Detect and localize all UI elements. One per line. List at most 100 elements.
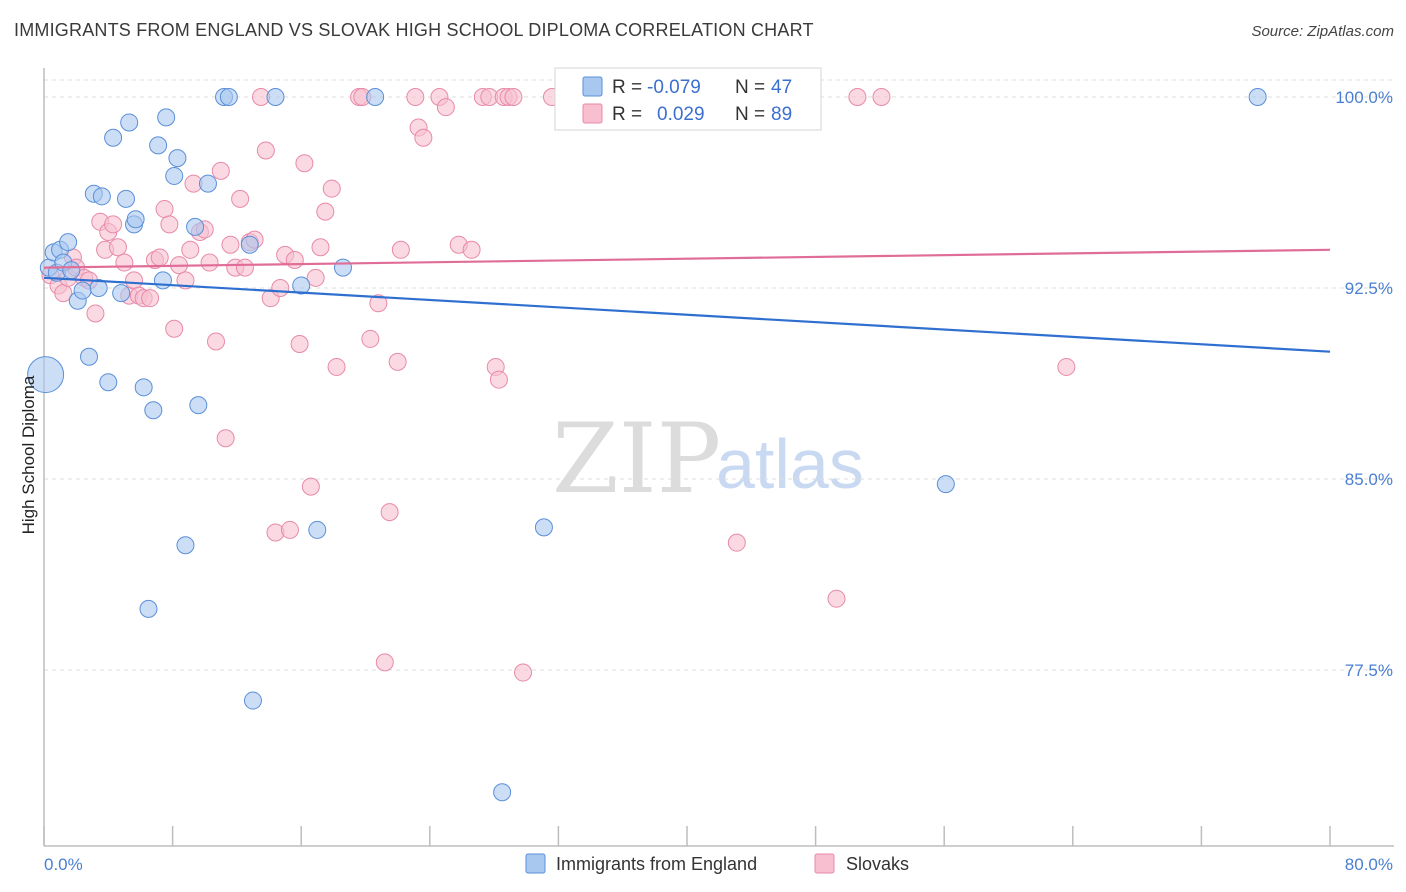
- legend-n-label-england: N =: [735, 77, 765, 98]
- england-point: [534, 518, 553, 537]
- slovak-point: [290, 335, 309, 354]
- england-point: [219, 88, 238, 106]
- slovak-point: [86, 304, 105, 323]
- slovak-point: [200, 253, 219, 272]
- slovak-point: [155, 200, 174, 219]
- england-point: [153, 271, 172, 290]
- slovak-point: [504, 88, 523, 106]
- slovak-point: [104, 215, 123, 234]
- england-point: [99, 373, 118, 392]
- england-point: [116, 189, 135, 208]
- chart-title: IMMIGRANTS FROM ENGLAND VS SLOVAK HIGH S…: [14, 20, 814, 40]
- slovak-point: [375, 653, 394, 672]
- slovak-point: [848, 88, 867, 106]
- england-point: [366, 88, 385, 106]
- slovak-point: [301, 477, 320, 496]
- england-point: [168, 149, 187, 168]
- slovak-point: [1057, 357, 1076, 376]
- slovak-point: [295, 154, 314, 173]
- x-tick-labels: 0.0% 80.0%: [44, 855, 1393, 874]
- slovak-point: [361, 329, 380, 348]
- slovak-point: [391, 240, 410, 259]
- england-point: [73, 281, 92, 300]
- slovak-point: [327, 357, 346, 376]
- england-point: [493, 783, 512, 802]
- slovak-point: [280, 520, 299, 539]
- legend-n-value-england: 47: [771, 77, 792, 98]
- slovak-point: [316, 202, 335, 221]
- watermark: ZIP atlas: [552, 403, 864, 515]
- slovak-point: [285, 250, 304, 269]
- england-point: [198, 174, 217, 193]
- series-legend-label-slovak: Slovaks: [846, 854, 909, 874]
- slovak-point: [380, 503, 399, 522]
- y-tick-label: 92.5%: [1345, 279, 1393, 298]
- england-point: [165, 166, 184, 185]
- slovak-point: [436, 98, 455, 117]
- slovak-point: [231, 189, 250, 208]
- england-point: [89, 279, 108, 297]
- england-point: [243, 691, 262, 710]
- slovak-point: [221, 235, 240, 254]
- legend-swatch-england: [582, 76, 603, 97]
- x-tick-label-min: 0.0%: [44, 855, 83, 874]
- y-axis-label: High School Diploma: [19, 375, 38, 534]
- england-point: [266, 88, 285, 106]
- watermark-atlas: atlas: [716, 425, 864, 503]
- slovak-point: [514, 663, 533, 682]
- england-point: [240, 235, 259, 254]
- slovak-point: [462, 240, 481, 259]
- slovak-point: [489, 370, 508, 389]
- source-credit: Source: ZipAtlas.com: [1251, 23, 1394, 40]
- england-point: [189, 396, 208, 415]
- england-point: [186, 217, 205, 236]
- england-trend-line: [43, 276, 1331, 353]
- england-point: [120, 113, 139, 132]
- gridlines: [44, 79, 1394, 671]
- slovak-point: [369, 294, 388, 313]
- england-point: [59, 233, 78, 252]
- england-point: [333, 258, 352, 277]
- legend-r-label-england: R =: [612, 77, 642, 98]
- slovak-point: [125, 271, 144, 290]
- england-point: [308, 520, 327, 539]
- slovak-point: [235, 258, 254, 277]
- slovak-point: [414, 128, 433, 147]
- x-tick-label-max: 80.0%: [1345, 855, 1393, 874]
- england-point: [144, 401, 163, 420]
- slovak-point: [181, 240, 200, 259]
- legend-n-label-slovak: N =: [735, 104, 765, 125]
- slovak-point: [115, 253, 134, 272]
- england-point: [104, 128, 123, 147]
- slovak-point: [256, 141, 275, 160]
- slovak-point: [165, 319, 184, 338]
- trend-lines: [43, 248, 1331, 353]
- england-point: [112, 284, 131, 303]
- slovak-point: [207, 332, 226, 351]
- series-legend: Immigrants from England Slovaks: [525, 853, 909, 874]
- slovak-trend-line: [43, 248, 1331, 269]
- y-tick-label: 77.5%: [1345, 661, 1393, 680]
- watermark-zip: ZIP: [552, 403, 721, 515]
- england-point: [149, 136, 168, 155]
- slovak-point: [388, 352, 407, 371]
- england-point: [157, 108, 176, 127]
- slovak-point: [322, 179, 341, 198]
- england-point: [292, 276, 311, 295]
- england-point: [62, 261, 81, 280]
- axes: [43, 68, 1394, 847]
- series-legend-swatch-england: [525, 853, 546, 874]
- slovak-point: [306, 268, 325, 287]
- slovak-point: [311, 238, 330, 257]
- legend-r-label-slovak: R =: [612, 104, 642, 125]
- england-point: [92, 187, 111, 206]
- slovak-point: [827, 589, 846, 608]
- england-point: [139, 599, 158, 618]
- y-tick-labels: 100.0% 92.5% 85.0% 77.5%: [1335, 88, 1393, 680]
- slovak-point: [160, 215, 179, 234]
- y-tick-label: 85.0%: [1345, 470, 1393, 489]
- slovak-point: [271, 279, 290, 297]
- slovak-point: [141, 289, 160, 308]
- slovak-point: [872, 88, 891, 106]
